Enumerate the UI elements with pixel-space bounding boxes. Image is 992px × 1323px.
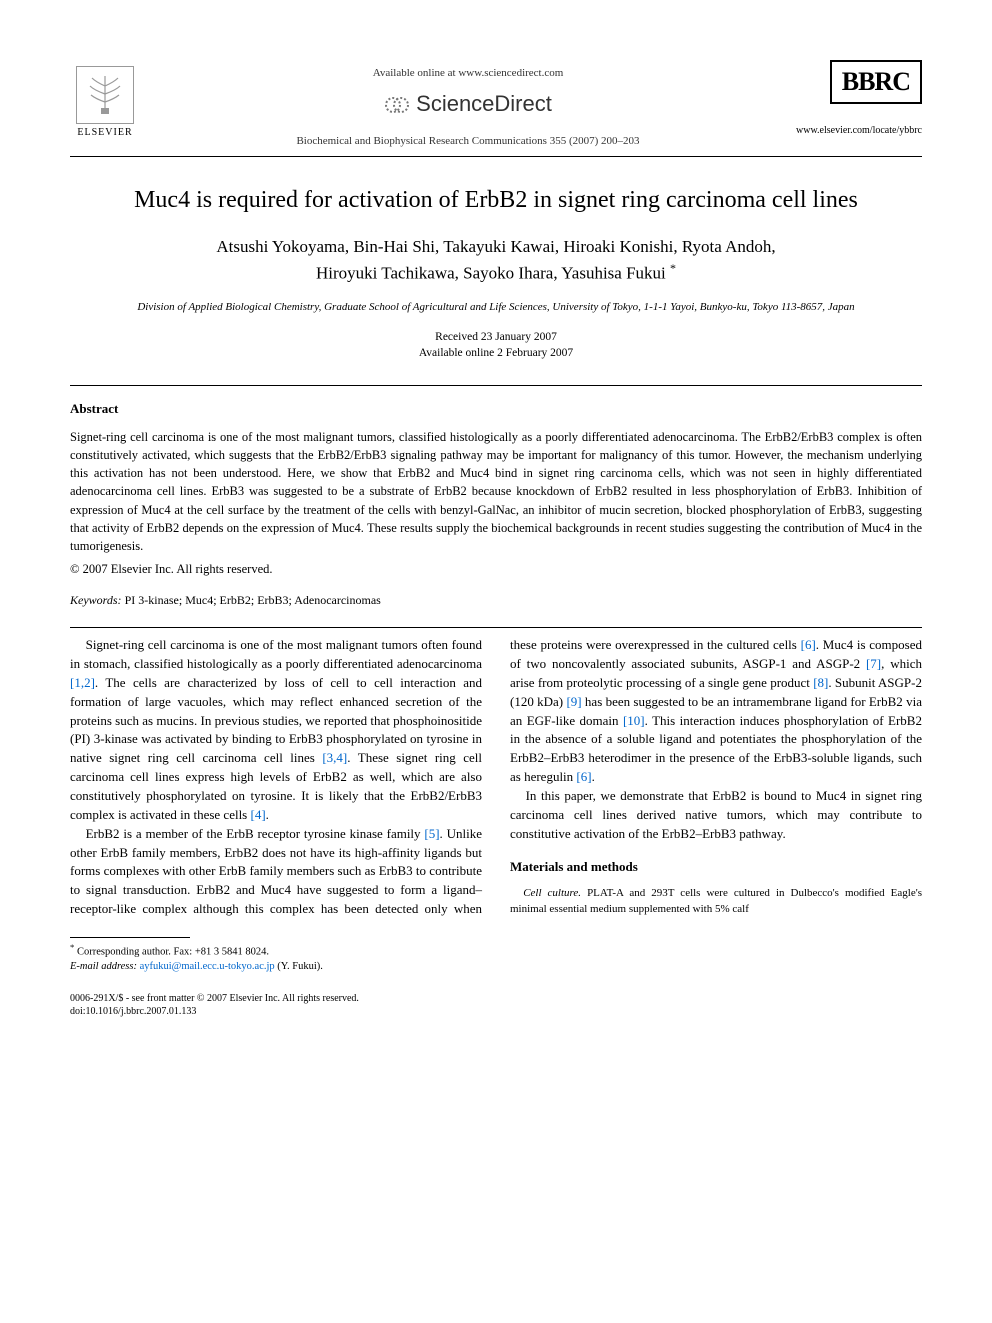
citation-link[interactable]: [4]: [251, 807, 266, 822]
footer-issn: 0006-291X/$ - see front matter © 2007 El…: [70, 992, 359, 1005]
citation-link[interactable]: [6]: [576, 769, 591, 784]
email-link[interactable]: ayfukui@mail.ecc.u-tokyo.ac.jp: [137, 961, 275, 972]
citation-link[interactable]: [1,2]: [70, 675, 95, 690]
article-body: Signet-ring cell carcinoma is one of the…: [70, 636, 922, 919]
bbrc-logo: BBRC: [830, 60, 922, 104]
journal-reference: Biochemical and Biophysical Research Com…: [140, 134, 796, 149]
elsevier-logo: ELSEVIER: [70, 60, 140, 140]
citation-link[interactable]: [5]: [424, 826, 439, 841]
authors-line-2: Hiroyuki Tachikawa, Sayoko Ihara, Yasuhi…: [316, 264, 670, 283]
citation-link[interactable]: [9]: [566, 694, 581, 709]
citation-link[interactable]: [6]: [801, 637, 816, 652]
article-title: Muc4 is required for activation of ErbB2…: [70, 185, 922, 216]
sciencedirect-text: ScienceDirect: [416, 89, 552, 120]
abstract-copyright: © 2007 Elsevier Inc. All rights reserved…: [70, 561, 922, 579]
footnote-rule: [70, 937, 190, 938]
journal-url: www.elsevier.com/locate/ybbrc: [796, 124, 922, 138]
email-suffix: (Y. Fukui).: [275, 961, 323, 972]
citation-link[interactable]: [8]: [813, 675, 828, 690]
elsevier-tree-icon: [76, 66, 134, 124]
corresponding-footnote: * Corresponding author. Fax: +81 3 5841 …: [70, 942, 922, 974]
body-paragraph-3: In this paper, we demonstrate that ErbB2…: [510, 787, 922, 844]
methods-heading: Materials and methods: [510, 858, 922, 877]
sciencedirect-icon: [384, 92, 410, 118]
header-center: Available online at www.sciencedirect.co…: [140, 60, 796, 150]
keywords-list: PI 3-kinase; Muc4; ErbB2; ErbB3; Adenoca…: [122, 593, 381, 607]
available-online-text: Available online at www.sciencedirect.co…: [140, 66, 796, 81]
citation-link[interactable]: [10]: [623, 713, 645, 728]
journal-brand-box: BBRC www.elsevier.com/locate/ybbrc: [796, 60, 922, 138]
available-date: Available online 2 February 2007: [419, 347, 573, 359]
citation-link[interactable]: [3,4]: [322, 750, 347, 765]
citation-link[interactable]: [7]: [866, 656, 881, 671]
methods-runin: Cell culture.: [523, 887, 581, 899]
elsevier-label: ELSEVIER: [77, 126, 132, 140]
abstract-heading: Abstract: [70, 400, 922, 418]
keywords-label: Keywords:: [70, 593, 122, 607]
body-paragraph-1: Signet-ring cell carcinoma is one of the…: [70, 636, 482, 824]
footer-doi: doi:10.1016/j.bbrc.2007.01.133: [70, 1005, 359, 1018]
article-dates: Received 23 January 2007 Available onlin…: [70, 329, 922, 361]
keywords: Keywords: PI 3-kinase; Muc4; ErbB2; ErbB…: [70, 592, 922, 609]
email-label: E-mail address:: [70, 961, 137, 972]
corresponding-mark: *: [670, 261, 676, 275]
abstract-top-divider: [70, 385, 922, 386]
abstract-bottom-divider: [70, 627, 922, 628]
page-header: ELSEVIER Available online at www.science…: [70, 60, 922, 150]
footnote-mark: *: [70, 942, 74, 952]
sciencedirect-brand: ScienceDirect: [140, 89, 796, 120]
page-footer: 0006-291X/$ - see front matter © 2007 El…: [70, 992, 922, 1018]
affiliation: Division of Applied Biological Chemistry…: [106, 300, 886, 314]
header-divider: [70, 156, 922, 157]
footnote-corr: Corresponding author. Fax: +81 3 5841 80…: [77, 946, 269, 957]
received-date: Received 23 January 2007: [435, 331, 557, 343]
methods-paragraph: Cell culture. PLAT-A and 293T cells were…: [510, 886, 922, 917]
author-list: Atsushi Yokoyama, Bin-Hai Shi, Takayuki …: [70, 234, 922, 287]
authors-line-1: Atsushi Yokoyama, Bin-Hai Shi, Takayuki …: [216, 237, 775, 256]
abstract-text: Signet-ring cell carcinoma is one of the…: [70, 428, 922, 555]
footer-left: 0006-291X/$ - see front matter © 2007 El…: [70, 992, 359, 1018]
